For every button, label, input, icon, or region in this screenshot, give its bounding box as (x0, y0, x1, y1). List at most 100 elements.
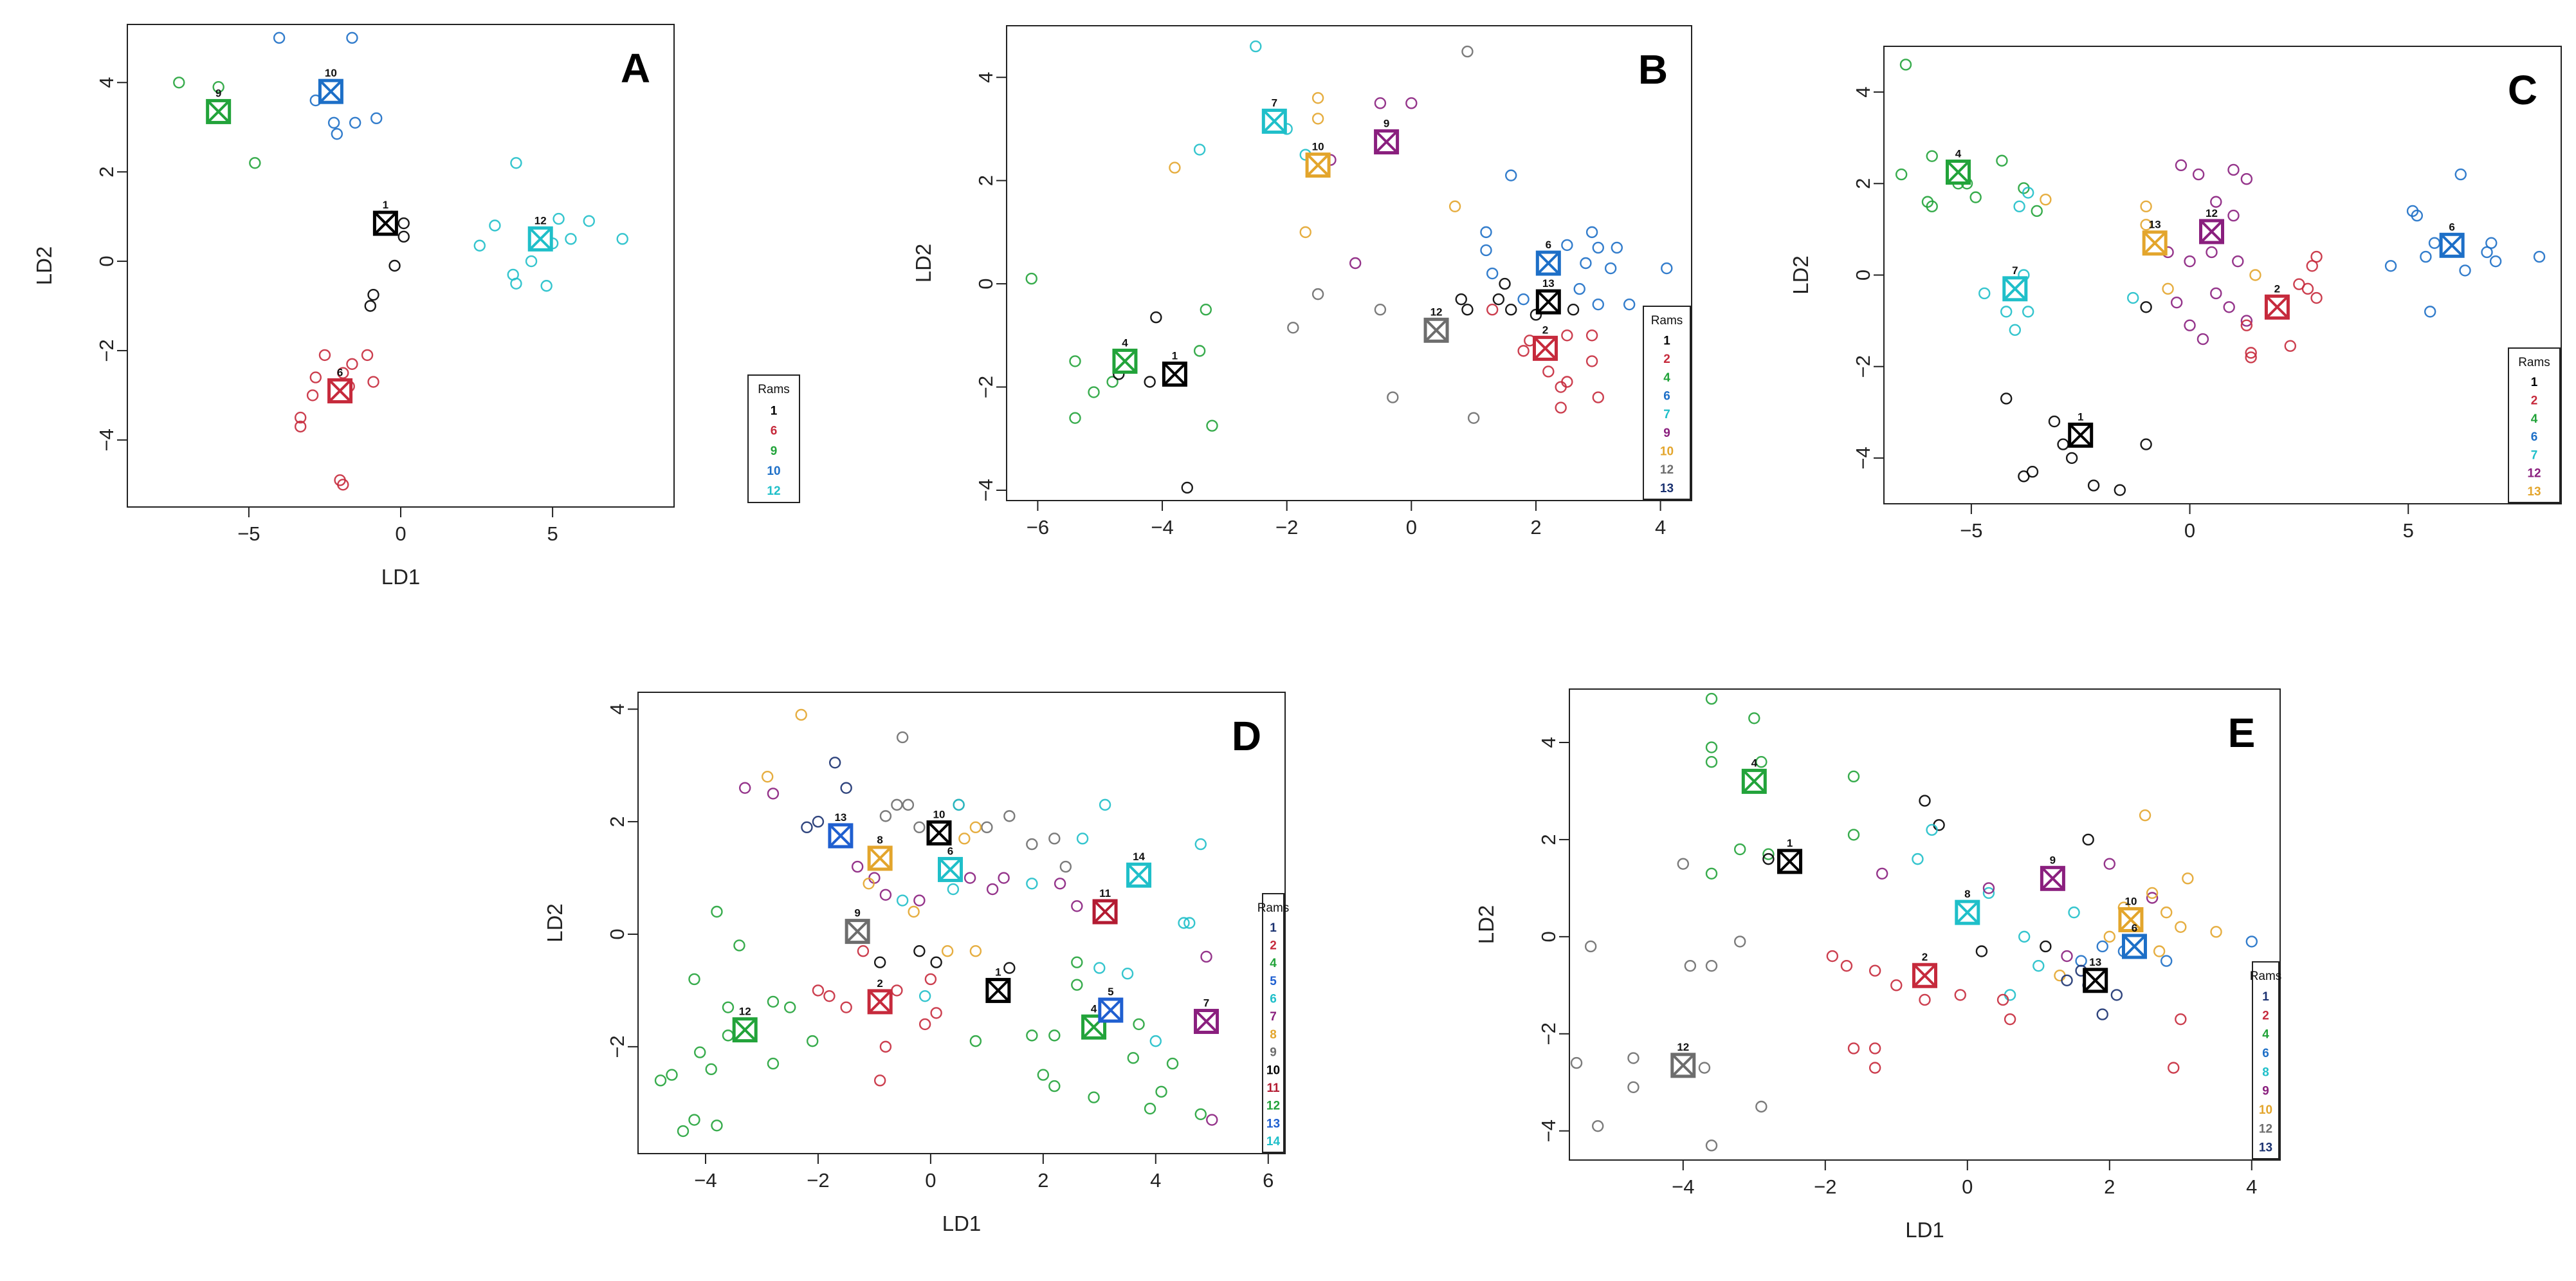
centroid-label: 13 (2089, 956, 2101, 968)
data-point (941, 945, 954, 957)
data-point (2310, 291, 2323, 304)
data-point (1627, 1052, 1640, 1064)
centroid-label: 1 (995, 966, 1001, 978)
legend-item: 12 (1266, 1100, 1280, 1113)
data-point (1480, 226, 1492, 239)
data-point (2533, 250, 2546, 263)
data-point (367, 288, 379, 301)
data-point (1982, 887, 1995, 899)
x-tick-label: 2 (2104, 1175, 2115, 1198)
data-point (2168, 1062, 2180, 1074)
data-point (1099, 798, 1111, 811)
data-point (294, 411, 307, 424)
centroid-cross (528, 226, 553, 251)
centroid-1: 1 (985, 966, 1011, 1003)
centroid-5: 5 (1098, 986, 1124, 1023)
legend-item: 1 (1663, 335, 1670, 348)
data-point (879, 889, 892, 901)
data-point (840, 782, 852, 794)
centroid-2: 2 (2264, 282, 2290, 320)
data-point (1374, 303, 1387, 316)
centroid-markers: 4 1 8 9 10 6 13 2 12 (1670, 757, 2147, 1078)
data-point (722, 1029, 735, 1042)
data-point (1677, 858, 1690, 870)
centroid-7: 7 (1261, 97, 1287, 134)
data-point (2068, 906, 2080, 919)
data-point (998, 872, 1010, 884)
y-tick-label: 0 (95, 255, 118, 266)
x-tick-label: 2 (1037, 1169, 1048, 1192)
y-axis: −2 0 2 4 (606, 704, 638, 1058)
centroid-6: 6 (327, 366, 353, 403)
data-point (1169, 161, 1181, 174)
data-point (947, 883, 960, 896)
y-tick-label: 2 (95, 167, 118, 178)
data-point (913, 821, 926, 834)
y-tick-label: −2 (95, 339, 118, 362)
legend-box (2252, 961, 2279, 1159)
y-axis-label: LD2 (543, 903, 567, 943)
centroid-cross (1194, 1009, 1218, 1033)
centroid-label: 4 (1091, 1002, 1097, 1015)
data-point (851, 860, 864, 873)
centroid-label: 9 (215, 87, 221, 99)
data-point (801, 821, 813, 834)
data-point (1133, 1018, 1145, 1031)
legend-item: 4 (2262, 1028, 2269, 1042)
data-point (1026, 1029, 1038, 1042)
data-point (2114, 484, 2126, 496)
data-points (1570, 692, 2258, 1152)
legend-item: 10 (2259, 1103, 2272, 1117)
data-point (553, 212, 565, 225)
y-tick-label: −4 (1537, 1120, 1560, 1142)
legend-item: 6 (2531, 430, 2538, 444)
legend-item: 6 (2262, 1047, 2269, 1060)
centroid-cross (845, 919, 870, 944)
data-point (1517, 293, 1530, 306)
data-point (2240, 315, 2253, 327)
centroid-4: 4 (1945, 148, 1971, 185)
data-point (1467, 412, 1480, 424)
data-point (1573, 282, 1585, 295)
data-point (1088, 1091, 1100, 1103)
data-point (1026, 838, 1038, 851)
centroid-cross (318, 79, 343, 104)
data-point (1200, 950, 1212, 963)
centroid-cross (1533, 336, 1557, 360)
data-point (212, 81, 224, 93)
data-point (868, 872, 881, 884)
centroid-cross (938, 858, 962, 881)
x-axis: −5 0 5 (237, 507, 558, 545)
x-tick-label: 5 (2403, 519, 2414, 542)
data-point (1071, 979, 1083, 991)
centroid-markers: 7 10 9 6 13 12 2 4 1 (1112, 97, 1561, 387)
data-point (1585, 226, 1598, 239)
legend-item: 9 (1270, 1046, 1277, 1060)
centroid-label: 8 (877, 834, 882, 846)
data-point (2454, 168, 2467, 181)
data-point (1492, 293, 1505, 306)
data-point (2481, 246, 2493, 259)
centroid-label: 12 (1430, 306, 1443, 318)
data-point (1048, 1029, 1061, 1042)
y-tick-label: −4 (974, 479, 997, 501)
data-point (1705, 1139, 1718, 1152)
centroid-12: 12 (732, 1006, 758, 1043)
data-point (1025, 272, 1037, 285)
centroid-cross (1099, 998, 1123, 1022)
legend-item: 13 (2527, 485, 2541, 499)
data-point (1899, 59, 1912, 71)
y-tick-label: 2 (606, 816, 628, 827)
data-point (327, 116, 340, 129)
centroid-cross (1113, 349, 1137, 373)
data-point (2087, 479, 2100, 492)
x-tick-label: 0 (1962, 1175, 1973, 1198)
data-point (767, 788, 780, 800)
legend-item: 6 (1270, 993, 1277, 1006)
data-point (2160, 906, 2173, 919)
centroid-label: 6 (947, 845, 953, 857)
data-point (1026, 878, 1038, 890)
data-point (863, 878, 875, 890)
